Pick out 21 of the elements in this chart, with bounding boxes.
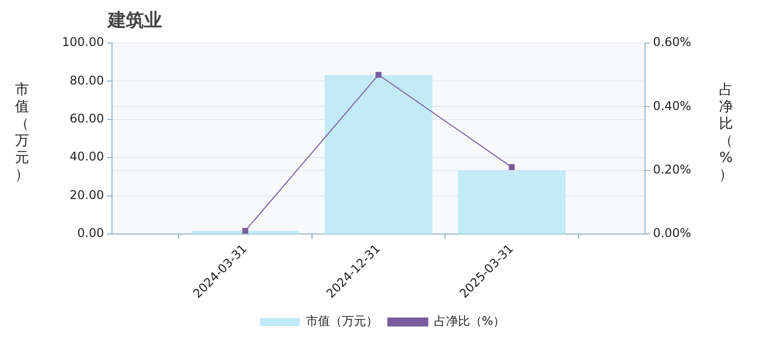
y2-tick-label: 0.20% — [653, 162, 692, 176]
bar — [324, 75, 432, 234]
bar — [458, 170, 566, 234]
y-tick-label: 40.00 — [70, 150, 104, 164]
y-tick-label: 20.00 — [70, 188, 104, 202]
y-axis-title: 市值（万元） — [14, 82, 30, 184]
y-tick-label: 100.00 — [62, 35, 104, 50]
legend-label: 占净比（%） — [434, 314, 506, 328]
y-tick-label: 60.00 — [70, 112, 104, 126]
y2-axis-title: 占净比（%） — [718, 82, 734, 184]
point — [508, 164, 515, 170]
y2-tick-label: 0.40% — [653, 98, 692, 113]
legend-label: 市值（万元） — [306, 314, 378, 328]
y-tick-label: 0.00 — [77, 226, 104, 240]
y2-tick-label: 0.00% — [653, 226, 692, 240]
chart-title: 建筑业 — [108, 9, 162, 32]
bar — [191, 230, 300, 234]
point — [376, 72, 382, 78]
point — [242, 228, 248, 234]
y-tick-label: 80.00 — [70, 73, 104, 88]
y2-tick-label: 0.60% — [653, 35, 692, 50]
